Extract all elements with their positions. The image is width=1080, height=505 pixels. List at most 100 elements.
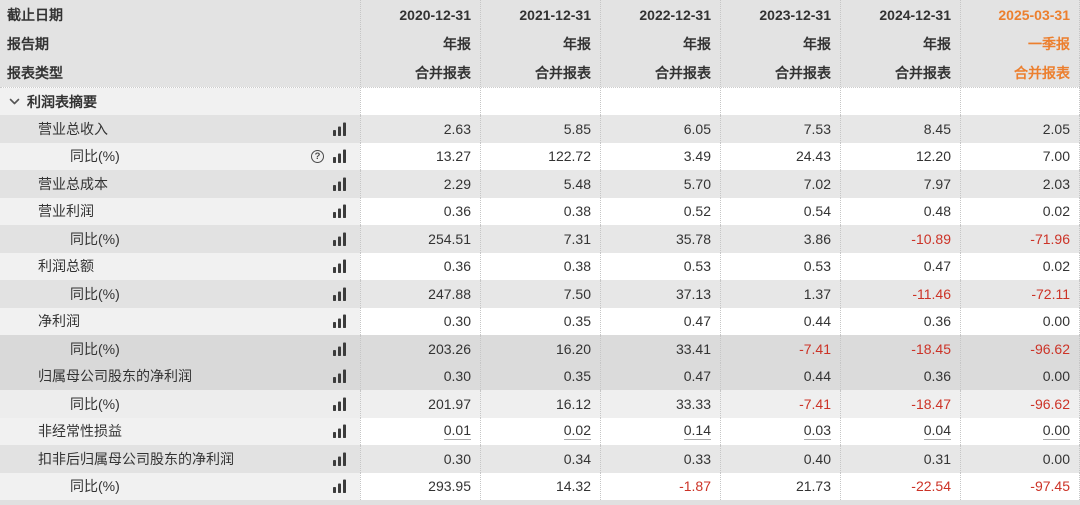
cell-value: 0.53: [803, 258, 831, 275]
value-cell[interactable]: 0.03: [720, 417, 840, 445]
metric-row: 营业总收入 2.63 5.85 6.05 7.53 8.45 2.05: [0, 115, 1080, 143]
value-cell: 2.05: [960, 115, 1080, 143]
bar-chart-icon[interactable]: [332, 452, 348, 466]
metric-row-yoy: 同比(%) 201.97 16.12 33.33 -7.41 -18.47 -96.62: [0, 390, 1080, 418]
cell-value: 5.48: [563, 175, 591, 192]
chevron-down-icon[interactable]: [0, 95, 21, 108]
value-cell: 7.53: [720, 115, 840, 143]
value-cell: -1.87: [600, 472, 720, 500]
value-cell: -7.41: [720, 335, 840, 363]
cell-value: 0.02: [1042, 203, 1070, 220]
bar-chart-icon[interactable]: [332, 369, 348, 384]
cell-value: 0.00: [1042, 368, 1070, 385]
bar-chart-icon[interactable]: [332, 424, 348, 439]
cell-value: 0.00: [1042, 422, 1070, 441]
value-cell: 7.31: [480, 225, 600, 253]
cell-value: 6.05: [683, 120, 711, 137]
metric-label-cell: 非经常性损益: [0, 417, 360, 445]
value-cell: 35.78: [600, 225, 720, 253]
bar-chart-icon[interactable]: [332, 314, 348, 329]
cell-value: 5.85: [563, 120, 591, 137]
cell-value: 0.54: [803, 203, 831, 220]
value-cell: 0.31: [840, 445, 960, 473]
metric-label-cell: 同比(%): [0, 472, 360, 500]
cell-value: 8.45: [923, 120, 951, 137]
cell-value: -7.41: [799, 395, 831, 412]
header-row-label-cell: 报表类型: [0, 58, 360, 87]
row-icon-group: [332, 259, 360, 274]
bar-chart-icon[interactable]: [332, 259, 348, 274]
bar-chart-icon[interactable]: [332, 177, 348, 191]
metric-label-cell: 净利润: [0, 307, 360, 335]
value-cell: 0.44: [720, 307, 840, 335]
metric-label-cell: 同比(%): [0, 225, 360, 253]
cell-value: -18.45: [911, 340, 951, 357]
cell-value: 0.02: [563, 422, 591, 441]
value-cell: -22.54: [840, 472, 960, 500]
value-cell: 7.97: [840, 170, 960, 198]
value-cell: 0.53: [600, 252, 720, 280]
metric-label: 同比(%): [70, 340, 120, 357]
metric-row: 营业利润 0.36 0.38 0.52 0.54 0.48 0.02: [0, 197, 1080, 225]
metric-label-cell: 营业总成本: [0, 170, 360, 198]
value-cell: 247.88: [360, 280, 480, 308]
cell-value: 0.36: [923, 313, 951, 330]
section-row-income-statement[interactable]: 利润表摘要: [0, 88, 1080, 115]
cell-value: 0.35: [563, 313, 591, 330]
value-cell[interactable]: 0.01: [360, 417, 480, 445]
metric-row-yoy: 同比(%) 254.51 7.31 35.78 3.86 -10.89 -71.96: [0, 225, 1080, 253]
value-cell[interactable]: 0.14: [600, 417, 720, 445]
bar-chart-icon[interactable]: [332, 342, 348, 356]
value-cell: 13.27: [360, 142, 480, 170]
metric-row: 利润总额 0.36 0.38 0.53 0.53 0.47 0.02: [0, 252, 1080, 280]
cell-value: 3.49: [683, 148, 711, 165]
cell-value: 122.72: [548, 148, 591, 165]
metric-label-cell: 扣非后归属母公司股东的净利润: [0, 445, 360, 473]
column-header-text: 2024-12-31: [879, 6, 951, 23]
cell-value: 0.30: [443, 450, 471, 467]
help-icon[interactable]: ?: [311, 149, 324, 163]
value-cell: 0.30: [360, 362, 480, 390]
cell-value: 0.48: [923, 203, 951, 220]
metric-label-cell: 同比(%)?: [0, 142, 360, 170]
value-cell[interactable]: 0.02: [480, 417, 600, 445]
column-header-text: 年报: [563, 35, 591, 52]
value-cell: -96.62: [960, 390, 1080, 418]
column-header-cell: 年报: [360, 29, 480, 58]
row-icon-group: [332, 287, 360, 301]
row-icon-group: [332, 314, 360, 329]
value-cell: 5.48: [480, 170, 600, 198]
row-icon-group: [332, 204, 360, 219]
bar-chart-icon[interactable]: [332, 204, 348, 219]
cell-value: 0.36: [443, 258, 471, 275]
value-cell: 122.72: [480, 142, 600, 170]
column-header-text: 2025-03-31: [998, 6, 1070, 23]
metric-label: 同比(%): [70, 148, 120, 165]
column-header-text: 2020-12-31: [399, 6, 471, 23]
cell-value: 7.53: [803, 120, 831, 137]
cell-value: 203.26: [428, 340, 471, 357]
value-cell: 0.47: [600, 307, 720, 335]
cell-value: 16.12: [555, 395, 591, 412]
row-icon-group: [332, 424, 360, 439]
bar-chart-icon[interactable]: [332, 232, 348, 246]
column-header-cell: 合并报表: [720, 58, 840, 87]
value-cell[interactable]: 0.04: [840, 417, 960, 445]
bar-chart-icon[interactable]: [332, 479, 348, 494]
bar-chart-icon[interactable]: [332, 149, 348, 164]
cell-value: -72.11: [1031, 285, 1070, 302]
metric-label-cell: 营业总收入: [0, 115, 360, 143]
metric-row-yoy: 同比(%) 293.95 14.32 -1.87 21.73 -22.54 -97.45: [0, 472, 1080, 500]
cell-value: 2.05: [1042, 120, 1070, 137]
bar-chart-icon[interactable]: [332, 122, 348, 136]
bar-chart-icon[interactable]: [332, 287, 348, 301]
bar-chart-icon[interactable]: [332, 397, 348, 411]
value-cell: 21.73: [720, 472, 840, 500]
column-header-cell: 合并报表: [840, 58, 960, 87]
cell-value: 0.01: [443, 422, 471, 441]
cell-value: 0.47: [683, 368, 711, 385]
value-cell: 0.02: [960, 252, 1080, 280]
value-cell: 0.47: [600, 362, 720, 390]
value-cell[interactable]: 0.00: [960, 417, 1080, 445]
cell-value: 2.29: [443, 175, 471, 192]
